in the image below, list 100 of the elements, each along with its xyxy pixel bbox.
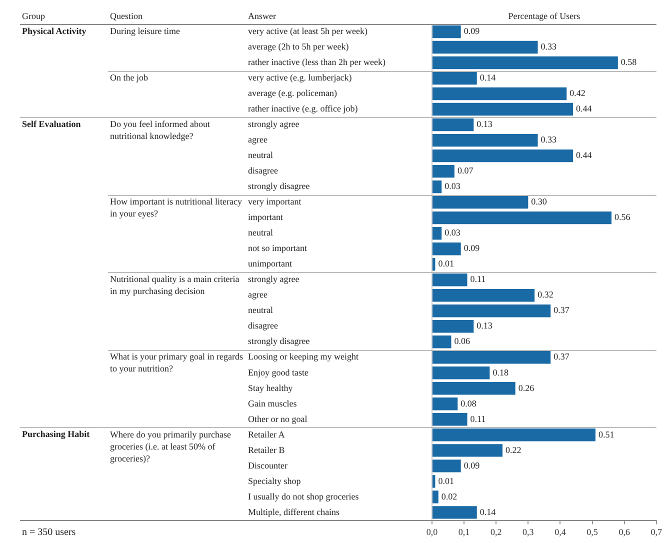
text: Question xyxy=(110,10,143,21)
bar xyxy=(432,428,596,442)
data-label: 0.11 xyxy=(470,414,486,424)
data-label: 0.11 xyxy=(470,274,486,284)
y-tick-label: Multiple, different chains xyxy=(248,506,340,517)
y-tick-label: strongly agree xyxy=(248,274,300,284)
y-tick-label: disagree xyxy=(248,166,278,176)
y-tick-label: Gain muscles xyxy=(248,398,298,408)
bar xyxy=(432,118,474,132)
bar xyxy=(432,102,574,116)
data-label: 0.30 xyxy=(531,196,548,207)
y-tick-label: very important xyxy=(248,196,302,207)
bar xyxy=(432,490,438,504)
bar xyxy=(432,134,538,147)
y-tick-label: very active (at least 5h per week) xyxy=(248,26,368,36)
data-label: 0.44 xyxy=(576,150,592,160)
y-tick-label: Specialty shop xyxy=(248,476,302,486)
bar xyxy=(432,258,436,271)
bar xyxy=(432,398,458,410)
data-label: 0.22 xyxy=(506,444,522,455)
data-label: 0.13 xyxy=(476,320,493,331)
bar xyxy=(432,475,436,488)
chart-title: Percentage of Users xyxy=(508,10,581,21)
data-label: 0.14 xyxy=(480,72,496,83)
text: Do you feel informed about nutritional knowledge? xyxy=(110,119,210,142)
y-tick-label: Enjoy good taste xyxy=(248,367,308,378)
bar xyxy=(432,273,468,286)
text: Answer xyxy=(248,10,276,21)
x-tick-label: 0,7 xyxy=(650,526,662,537)
y-tick-label: strongly disagree xyxy=(248,181,310,192)
y-tick-label: Discounter xyxy=(248,460,288,470)
bar xyxy=(432,87,567,100)
data-label: 0.58 xyxy=(620,57,638,68)
y-tick-label: strongly agree xyxy=(248,119,300,130)
data-label: 0.51 xyxy=(598,429,614,440)
y-tick-label: unimportant xyxy=(248,258,292,269)
text: On the job xyxy=(110,72,148,83)
y-tick-label: important xyxy=(248,212,284,222)
bar xyxy=(432,289,535,302)
bar xyxy=(432,506,477,519)
x-tick-label: 0,5 xyxy=(586,526,598,537)
y-tick-label: strongly disagree xyxy=(248,336,310,346)
data-label: 0.09 xyxy=(464,26,480,36)
data-label: 0.01 xyxy=(438,258,454,269)
y-tick-label: Stay healthy xyxy=(248,382,294,393)
bar xyxy=(432,320,474,333)
y-tick-label: neutral xyxy=(248,305,274,316)
text: How important is nutritional literacy in your eyes? xyxy=(110,196,242,219)
data-label: 0.06 xyxy=(454,336,470,346)
text: Purchasing Habit xyxy=(22,429,90,440)
bar xyxy=(432,304,551,318)
y-tick-label: very active (e.g. lumberjack) xyxy=(248,72,352,83)
y-tick-label: average (e.g. policeman) xyxy=(248,88,337,98)
x-tick-label: 0,0 xyxy=(426,526,438,537)
text: Where do you primarily purchase groceries (i.e. at least 50% of groceries)? xyxy=(110,429,231,464)
y-tick-label: Retailer B xyxy=(248,444,285,455)
bar xyxy=(432,164,454,178)
data-label: 0.01 xyxy=(438,476,454,486)
data-label: 0.02 xyxy=(441,491,458,502)
data-label: 0.42 xyxy=(570,88,586,98)
data-label: 0.26 xyxy=(518,382,535,393)
data-label: 0.09 xyxy=(464,243,480,254)
data-label: 0.18 xyxy=(492,367,509,378)
y-tick-label: neutral xyxy=(248,150,274,160)
bar xyxy=(432,180,442,194)
bar xyxy=(432,444,503,457)
y-tick-label: not so important xyxy=(248,243,308,254)
y-tick-label: disagree xyxy=(248,320,278,331)
y-tick-label: Retailer A xyxy=(248,429,286,440)
data-label: 0.14 xyxy=(480,506,496,517)
bar xyxy=(432,413,468,426)
y-tick-label: agree xyxy=(248,290,268,300)
data-label: 0.33 xyxy=(540,134,558,145)
x-tick-label: 0,1 xyxy=(458,526,470,537)
data-label: 0.44 xyxy=(576,104,592,114)
y-tick-label: neutral xyxy=(248,228,274,238)
data-label: 0.37 xyxy=(554,352,570,362)
data-label: 0.03 xyxy=(444,181,461,192)
y-tick-label: average (2h to 5h per week) xyxy=(248,42,349,52)
bar xyxy=(432,56,618,70)
text: Nutritional quality is a main criteria in my purchasing decision xyxy=(110,274,240,296)
data-label: 0.56 xyxy=(614,212,631,222)
bar xyxy=(432,72,477,85)
text: n = 350 users xyxy=(22,527,76,538)
bar xyxy=(432,242,461,256)
x-tick-label: 0,2 xyxy=(490,526,502,537)
text: During leisure time xyxy=(110,26,180,36)
y-tick-label: rather inactive (e.g. office job) xyxy=(248,104,358,114)
bar xyxy=(432,460,461,472)
text: Group xyxy=(22,10,46,21)
text: Physical Activity xyxy=(22,26,87,36)
data-label: 0.37 xyxy=(554,305,570,316)
data-label: 0.07 xyxy=(457,166,474,176)
data-label: 0.13 xyxy=(476,119,493,130)
data-label: 0.03 xyxy=(444,228,461,238)
text: What is your primary goal in regards to your nutrition? xyxy=(110,352,244,374)
bar xyxy=(432,196,528,209)
bar xyxy=(432,226,442,240)
bar xyxy=(432,25,461,38)
data-label: 0.08 xyxy=(460,398,477,408)
